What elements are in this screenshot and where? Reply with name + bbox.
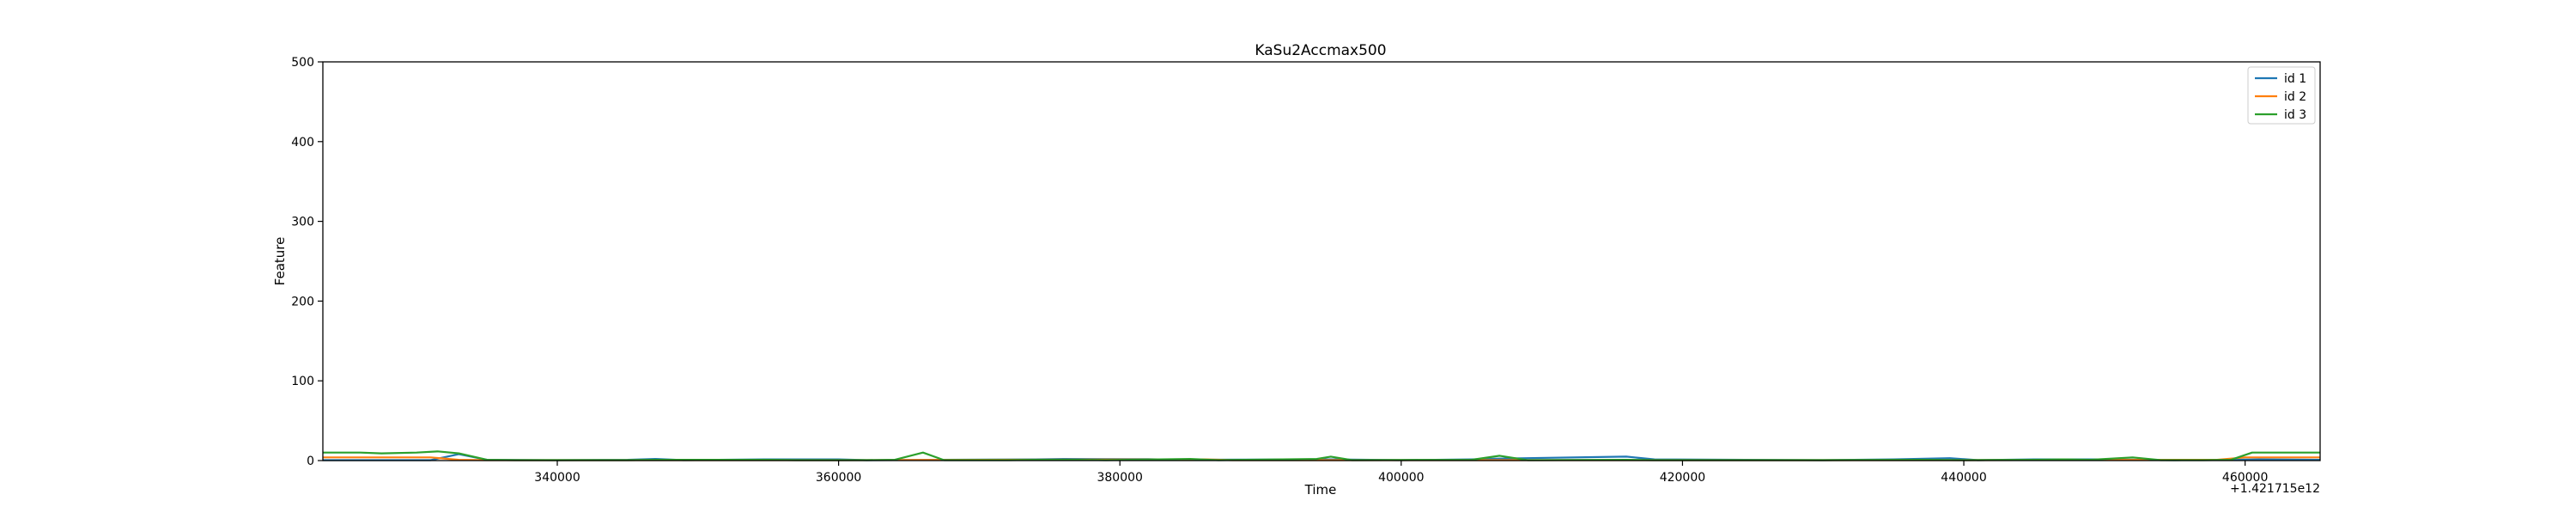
x-axis: 340000 360000 380000 400000 420000 440000 4600…	[534, 461, 2268, 485]
y-tick-label: 300	[291, 216, 314, 229]
legend-box	[2247, 66, 2316, 125]
x-tick-label: 460000	[2222, 471, 2268, 485]
y-tick-label: 400	[291, 136, 314, 150]
legend-label-2: id 2	[2284, 90, 2306, 104]
series-group	[323, 450, 2321, 461]
x-tick-label: 420000	[1660, 471, 1705, 485]
legend-label-1: id 1	[2284, 72, 2306, 86]
x-axis-label: Time	[1304, 482, 1337, 498]
y-tick-label: 0	[307, 455, 314, 468]
y-axis: 0 100 200 300 400 500	[291, 56, 323, 468]
x-tick-label: 360000	[816, 471, 861, 485]
x-tick-label: 440000	[1941, 471, 1986, 485]
y-tick-label: 100	[291, 375, 314, 388]
legend-label-3: id 3	[2284, 108, 2306, 122]
x-axis-offset-label: +1.421715e12	[2230, 482, 2320, 496]
x-tick-label: 380000	[1097, 471, 1142, 485]
y-tick-label: 200	[291, 295, 314, 308]
legend: id 1 id 2 id 3	[2247, 66, 2316, 125]
plot-frame	[322, 61, 2321, 461]
chart-title: KaSu2Accmax500	[1255, 42, 1386, 59]
y-tick-label: 500	[291, 56, 314, 70]
y-axis-label: Feature	[272, 237, 288, 286]
x-tick-label: 400000	[1378, 471, 1424, 485]
x-tick-label: 340000	[534, 471, 580, 485]
